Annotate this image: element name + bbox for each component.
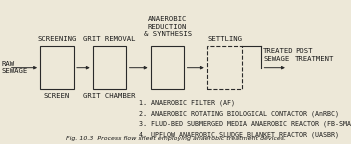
Text: SCREEN: SCREEN	[44, 93, 70, 99]
Text: Fig. 10.3  Process flow sheet employing anaerobic treatment devices.: Fig. 10.3 Process flow sheet employing a…	[66, 136, 285, 141]
Bar	[40, 46, 74, 89]
Text: 3. FLUD-BED SUBMERGED MEDIA ANAEROBIC REACTOR (FB-SMAR): 3. FLUD-BED SUBMERGED MEDIA ANAEROBIC RE…	[139, 121, 351, 127]
Text: 2. ANAEROBIC ROTATING BIOLOGICAL CONTACTOR (AnRBC): 2. ANAEROBIC ROTATING BIOLOGICAL CONTACT…	[139, 110, 339, 117]
Bar	[151, 46, 184, 89]
Text: RAW
SEWAGE: RAW SEWAGE	[2, 61, 28, 74]
Text: ANAEROBIC
REDUCTION
& SYNTHESIS: ANAEROBIC REDUCTION & SYNTHESIS	[144, 16, 192, 37]
Bar	[207, 46, 242, 89]
Text: POST
TREATMENT: POST TREATMENT	[295, 48, 334, 62]
Text: 1. ANAEROBIC FILTER (AF): 1. ANAEROBIC FILTER (AF)	[139, 99, 235, 106]
Text: GRIT CHAMBER: GRIT CHAMBER	[84, 93, 136, 99]
Bar	[93, 46, 126, 89]
Text: 4. UPFLOW ANAEROBIC SLUDGE BLANKET REACTOR (UASBR): 4. UPFLOW ANAEROBIC SLUDGE BLANKET REACT…	[139, 132, 339, 138]
Text: GRIT REMOVAL: GRIT REMOVAL	[84, 36, 136, 42]
Text: TREATED
SEWAGE: TREATED SEWAGE	[263, 48, 294, 62]
Text: SETTLING: SETTLING	[207, 36, 242, 42]
Text: SCREENING: SCREENING	[37, 36, 77, 42]
